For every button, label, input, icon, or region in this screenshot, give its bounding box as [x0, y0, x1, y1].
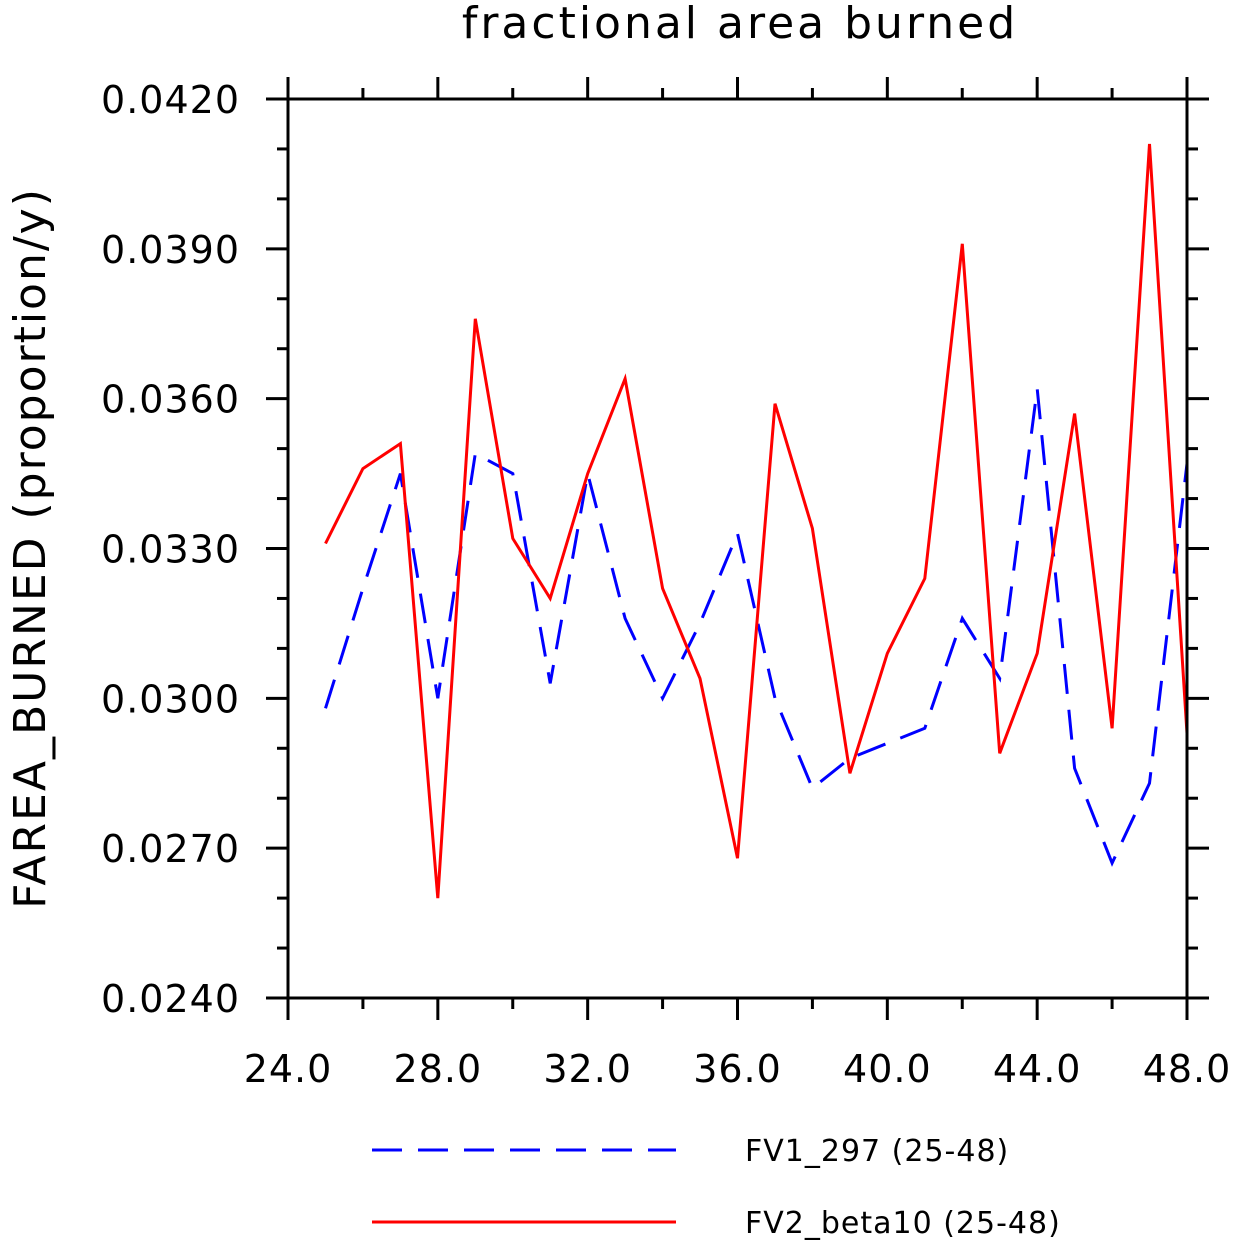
- x-tick-label: 44.0: [993, 1047, 1082, 1091]
- plot-lines: [324, 143, 1187, 899]
- y-tick-label: 0.0330: [101, 528, 240, 572]
- y-tick-label: 0.0270: [101, 827, 240, 871]
- y-tick-label: 0.0240: [101, 977, 240, 1021]
- chart-title: fractional area burned: [462, 0, 1018, 49]
- legend-label-2: FV2_beta10 (25-48): [745, 1206, 1061, 1241]
- x-tick-label: 24.0: [244, 1047, 333, 1091]
- x-tick-label: 48.0: [1143, 1047, 1232, 1091]
- tick-labels: 24.0 28.0 32.0 36.0 40.0 44.0 48.0 0.0240 0.0270…: [101, 78, 1232, 1091]
- legend-label-1: FV1_297 (25-48): [745, 1134, 1009, 1169]
- series-line-2: [324, 143, 1187, 899]
- legend: FV1_297 (25-48) FV2_beta10 (25-48): [372, 1134, 1061, 1241]
- x-tick-label: 28.0: [394, 1047, 483, 1091]
- x-tick-label: 36.0: [693, 1047, 782, 1091]
- y-tick-label: 0.0360: [101, 378, 240, 422]
- axes: [266, 77, 1209, 1020]
- series-line-1: [324, 388, 1187, 867]
- y-tick-label: 0.0390: [101, 228, 240, 272]
- y-axis-title: FAREA_BURNED (proportion/y): [5, 187, 56, 909]
- x-tick-label: 32.0: [543, 1047, 632, 1091]
- x-tick-label: 40.0: [843, 1047, 932, 1091]
- y-tick-label: 0.0420: [101, 78, 240, 122]
- y-tick-label: 0.0300: [101, 677, 240, 721]
